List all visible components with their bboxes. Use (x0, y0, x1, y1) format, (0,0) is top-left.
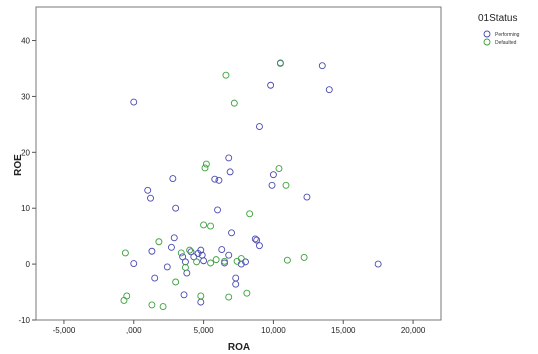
y-axis: -10 0 10 20 30 40 (18, 37, 36, 325)
point-performing (255, 123, 263, 131)
point-defaulted (207, 259, 215, 267)
point-defaulted (186, 246, 194, 254)
plot-area (35, 6, 442, 321)
x-tick-label: ,000 (126, 326, 142, 335)
point-defaulted (155, 238, 163, 246)
legend-title: 01Status (478, 13, 517, 24)
point-performing (147, 194, 154, 202)
point-performing (267, 81, 275, 89)
point-performing (225, 251, 233, 259)
point-defaulted (200, 221, 208, 229)
y-tick-label: 20 (21, 148, 30, 157)
point-performing (255, 242, 263, 250)
point-performing (242, 258, 249, 266)
point-performing (172, 204, 180, 212)
point-performing (163, 263, 171, 271)
point-performing (374, 260, 382, 268)
x-tick-label: 15,000 (331, 326, 356, 335)
point-performing (226, 168, 234, 176)
point-performing (197, 246, 205, 254)
point-performing (211, 175, 219, 183)
point-performing (253, 236, 261, 244)
x-tick-label: 5,000 (194, 326, 215, 335)
point-performing (318, 62, 326, 70)
y-tick-label: 40 (21, 37, 30, 46)
point-defaulted (121, 249, 129, 257)
point-performing (187, 248, 195, 256)
point-defaulted (243, 289, 251, 297)
legend-marker-performing (483, 30, 491, 38)
point-defaulted (283, 256, 291, 264)
point-defaulted (230, 99, 238, 107)
legend-marker-defaulted (483, 38, 491, 46)
y-tick-label: 30 (21, 92, 30, 101)
point-performing (228, 229, 235, 237)
point-defaulted (159, 303, 167, 311)
point-defaulted (148, 301, 156, 309)
data-points (120, 59, 382, 311)
point-defaulted (212, 256, 220, 264)
point-performing (148, 247, 156, 255)
point-performing (268, 181, 276, 189)
y-axis-title: ROE (13, 154, 24, 176)
point-defaulted (120, 296, 128, 304)
point-performing (168, 243, 175, 251)
point-defaulted (276, 60, 284, 67)
point-defaulted (177, 249, 185, 257)
point-defaulted (172, 278, 180, 286)
point-performing (325, 86, 333, 94)
point-performing (151, 274, 159, 282)
legend-label-defaulted: Defaulted (495, 40, 517, 46)
point-performing (200, 257, 208, 265)
point-defaulted (193, 258, 201, 266)
point-defaulted (202, 160, 210, 168)
point-performing (215, 176, 223, 184)
point-defaulted (237, 255, 245, 262)
x-axis: -5,000 ,000 5,000 10,000 15,000 20,000 (53, 320, 426, 335)
y-tick-label: -10 (18, 316, 30, 325)
point-defaulted (221, 257, 228, 265)
point-performing (214, 206, 222, 214)
point-performing (130, 260, 138, 267)
legend: 01Status Performing Defaulted (478, 13, 520, 46)
x-axis-title: ROA (228, 342, 250, 353)
point-defaulted (282, 181, 290, 189)
point-performing (251, 235, 259, 243)
x-tick-label: 10,000 (261, 326, 286, 335)
point-performing (179, 253, 187, 261)
point-performing (218, 246, 226, 254)
point-performing (269, 171, 277, 179)
point-performing (232, 280, 240, 288)
point-defaulted (246, 210, 254, 218)
point-defaulted (222, 71, 230, 79)
x-tick-label: -5,000 (53, 326, 76, 335)
x-tick-label: 20,000 (401, 326, 426, 335)
point-defaulted (225, 293, 233, 301)
point-performing (169, 175, 177, 183)
point-performing (130, 98, 138, 106)
point-defaulted (300, 253, 308, 261)
point-defaulted (201, 164, 209, 172)
point-performing (170, 234, 178, 242)
point-defaulted (197, 292, 205, 300)
point-defaulted (207, 222, 215, 230)
point-defaulted (181, 264, 189, 271)
point-performing (303, 193, 311, 201)
point-defaulted (275, 165, 283, 172)
point-performing (190, 253, 198, 261)
y-tick-label: 0 (26, 260, 31, 269)
point-performing (180, 291, 188, 299)
point-performing (144, 186, 152, 194)
point-performing (225, 154, 233, 162)
legend-label-performing: Performing (495, 32, 520, 38)
y-tick-label: 10 (21, 204, 30, 213)
